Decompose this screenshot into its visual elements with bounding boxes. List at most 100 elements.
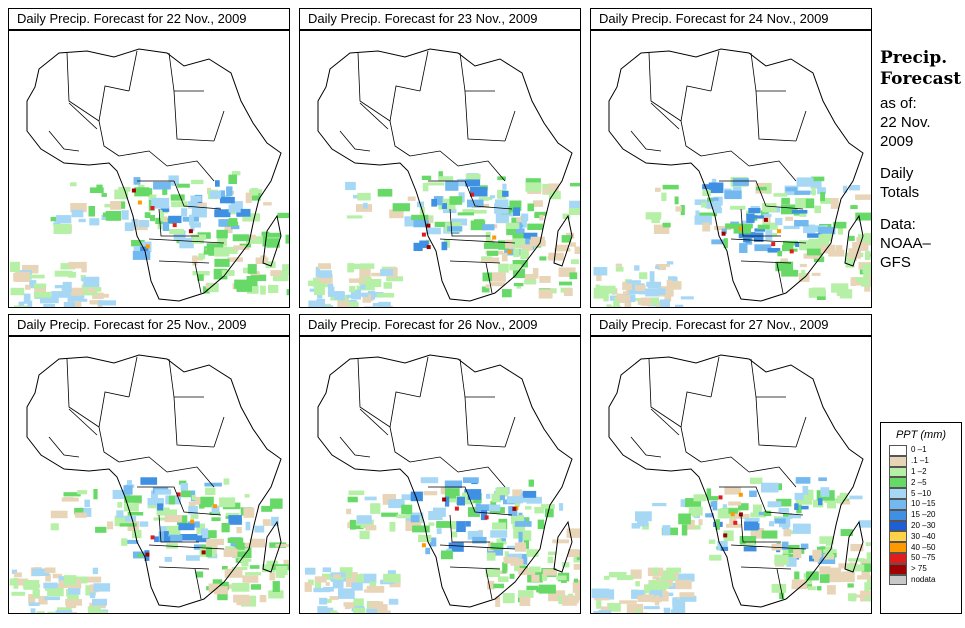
precip-cell [645,212,662,220]
precip-cell [849,495,863,500]
precip-cell [541,574,548,581]
precip-cell [666,567,682,573]
precip-cell [97,293,109,298]
precip-cell [219,497,236,508]
precip-cell [201,530,217,539]
precip-cell [166,525,181,537]
country-border [173,90,215,142]
precip-cell [544,507,554,518]
precip-cell [847,583,854,588]
panel-title-6: Daily Precip. Forecast for 27 Nov., 2009 [590,314,872,336]
precip-cell [247,285,259,294]
precip-cell [51,295,59,304]
precip-cell [490,500,497,505]
precip-cell [680,205,685,216]
precip-cell [388,499,405,509]
country-border [118,150,168,167]
precip-cell [635,609,641,613]
precip-cell [366,608,381,613]
precip-cell [209,190,221,199]
precip-cell [200,528,209,540]
country-border [419,50,429,92]
precip-cell [508,506,518,516]
precip-cell [223,478,230,485]
precip-cell [512,233,526,243]
country-border [158,260,210,264]
precip-cell [528,479,534,487]
legend-item: 0 –1 [881,445,961,456]
precip-cell [861,278,871,287]
precip-cell [304,582,312,592]
precip-cell [849,185,860,191]
precip-cell [713,207,722,214]
precip-cell [573,578,578,587]
precip-cell [743,546,757,552]
country-border [648,52,682,122]
precip-cell [760,210,769,217]
precip-cell [481,258,492,263]
precip-cell [781,197,790,205]
country-border [68,102,98,130]
precip-cell [121,210,129,220]
precip-cell [698,519,703,526]
precip-cell [812,549,822,558]
precip-cell [509,264,522,271]
precip-cell [820,245,836,254]
precip-cell [192,256,204,261]
precip-cell [270,498,283,509]
precip-cell [250,188,259,196]
precip-cell-heavy [454,506,459,511]
precip-cell [355,574,364,583]
precip-cell [837,495,843,504]
country-border [710,50,720,92]
precip-cell [796,177,814,187]
precip-cell [556,575,567,581]
precip-cell [181,208,188,217]
precip-cell [534,506,544,514]
precip-cell [92,567,98,575]
precip-cell [334,291,345,301]
legend-swatch [889,563,907,575]
precip-cell [655,581,670,589]
precip-cell [168,215,182,224]
precip-cell [332,580,344,589]
precip-cell [744,517,760,522]
country-border [48,436,80,458]
precip-cell [47,587,64,597]
precip-cell [134,187,150,197]
precip-cell [149,215,155,222]
precip-cell [826,498,836,509]
precip-cell [668,276,677,284]
precip-cell [783,240,798,246]
precip-cell [228,204,241,213]
country-border [719,486,804,516]
precip-cell [762,213,772,218]
precip-cell-heavy [730,512,735,517]
precip-cell [147,498,164,507]
panel-title-4: Daily Precip. Forecast for 25 Nov., 2009 [8,314,290,336]
country-border [339,436,371,458]
precip-cell [666,261,674,265]
legend: PPT (mm) 0 –1.1 –1 1 –2 2 –5 5 –10 10 –15 15 … [880,422,962,614]
precip-cell [151,197,170,209]
precip-cell [383,282,392,289]
precip-cell [63,492,81,497]
precip-cell [346,508,352,515]
precip-cell [11,569,18,574]
precip-cell [23,293,31,304]
precip-cell [782,521,790,530]
precip-cell [117,502,123,508]
precip-cell [360,263,375,269]
precip-cell [635,511,652,522]
precip-cell [369,581,377,589]
precip-cell [838,563,851,569]
precip-cell-heavy [738,512,743,517]
precip-cell [762,203,777,212]
precip-cell [487,580,495,590]
country-border [776,262,784,294]
precip-cell [864,233,871,239]
precip-cell [157,503,164,511]
precip-cell [774,518,786,524]
precip-cell [569,596,579,604]
precip-cell [411,214,429,221]
